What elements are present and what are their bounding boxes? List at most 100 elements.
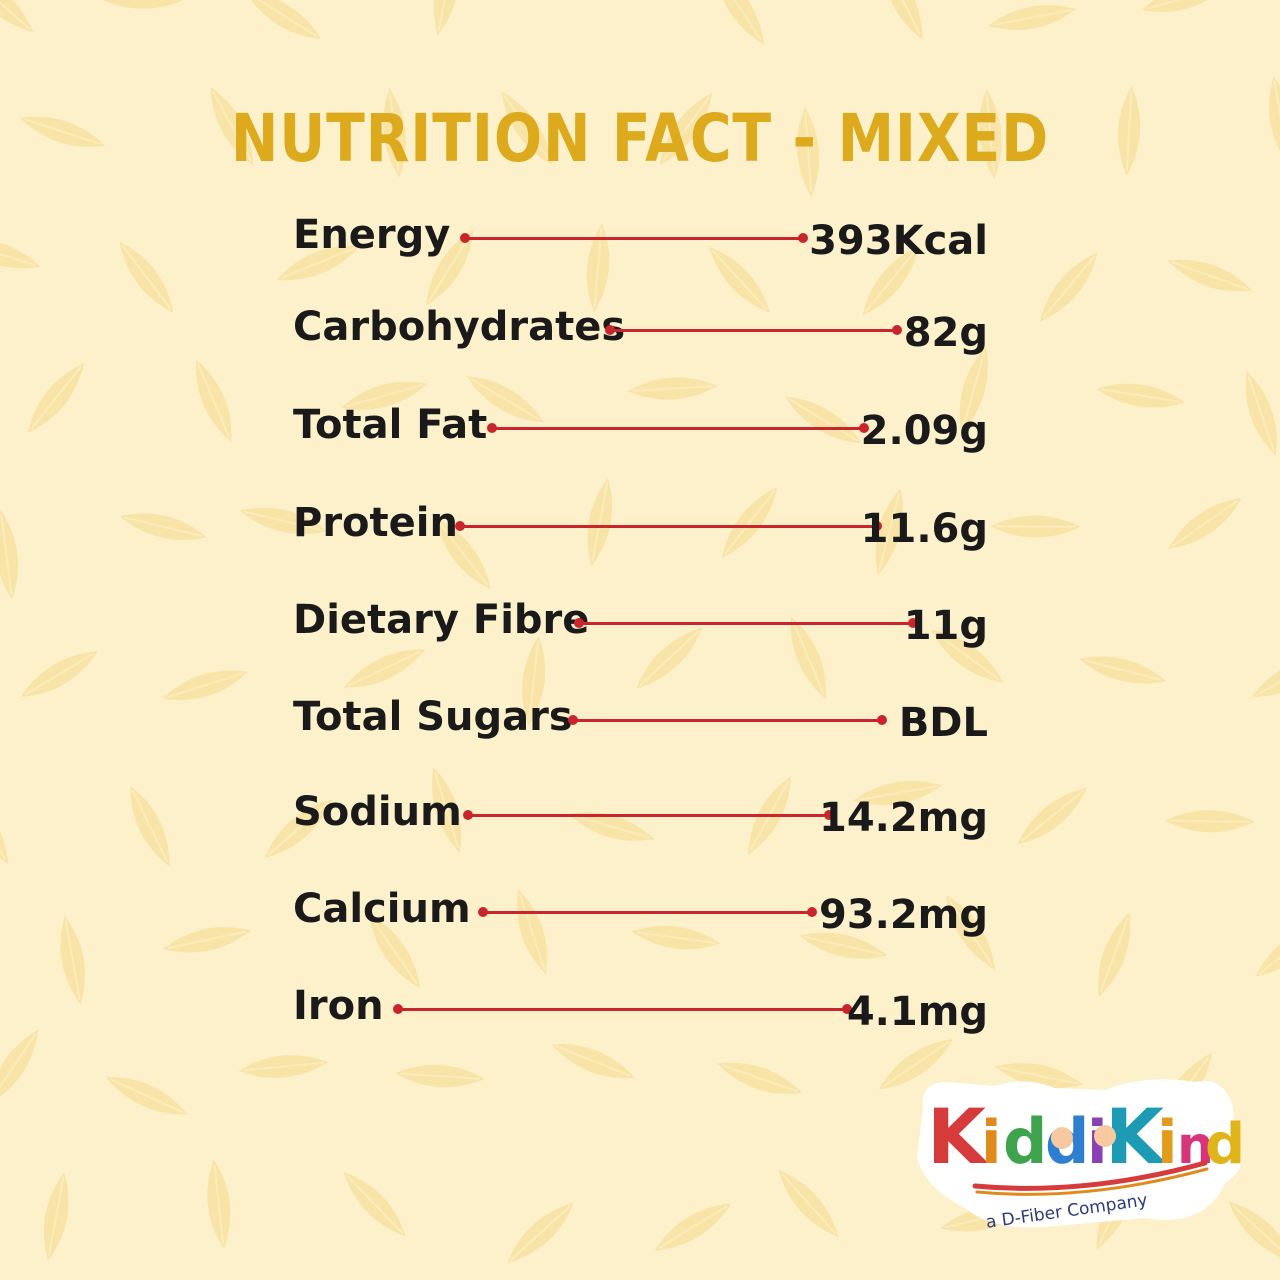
connector-line <box>465 237 801 240</box>
fact-label: Iron <box>293 983 384 1029</box>
fact-value: 82g <box>903 310 988 356</box>
fact-label: Sodium <box>293 789 462 835</box>
leaf-shape <box>627 377 718 400</box>
connector-line <box>573 719 880 722</box>
leaf-shape <box>784 396 862 444</box>
leaf-shape <box>587 477 613 567</box>
leaf-shape <box>119 241 174 314</box>
connector-line <box>460 525 875 528</box>
connector-end-dot <box>908 618 918 628</box>
fact-value: 93.2mg <box>818 892 988 938</box>
leaf-shape <box>119 513 207 540</box>
fact-value: 11.6g <box>860 506 988 552</box>
leaf-shape <box>163 927 252 953</box>
leaf-shape <box>20 651 99 698</box>
connector-line <box>398 1008 845 1011</box>
svg-text:i: i <box>981 1108 1002 1178</box>
leaf-shape <box>0 510 19 600</box>
leaf-shape <box>264 799 333 859</box>
leaf-shape <box>517 888 548 975</box>
leaf-shape <box>882 0 923 40</box>
connector-end-dot <box>824 810 834 820</box>
leaf-shape <box>853 780 942 806</box>
leaf-shape <box>862 245 920 316</box>
connector-end-dot <box>842 1004 852 1014</box>
leaf-shape <box>790 616 826 700</box>
connector-line <box>468 814 827 817</box>
connector-end-dot <box>807 907 817 917</box>
leaf-shape <box>238 1055 329 1078</box>
leaf-shape <box>0 787 9 865</box>
leaf-shape <box>60 915 86 1005</box>
leaf-shape <box>878 1038 954 1090</box>
leaf-shape <box>1096 383 1186 408</box>
leaf-shape <box>1039 252 1098 322</box>
fact-row-iron: Iron 4.1mg <box>293 983 990 1043</box>
leaf-shape <box>207 1159 231 1249</box>
page-title: NUTRITION FACT - MIXED <box>230 100 1050 177</box>
leaf-shape <box>432 766 462 853</box>
leaf-shape <box>501 91 553 166</box>
leaf-shape <box>1098 912 1131 997</box>
leaf-shape <box>659 92 713 166</box>
connector-end-dot <box>877 715 887 725</box>
leaf-shape <box>717 1062 803 1094</box>
connector-line <box>610 329 894 332</box>
fact-value: BDL <box>898 700 988 746</box>
fact-label: Protein <box>293 500 458 546</box>
leaf-shape <box>435 518 491 590</box>
leaf-shape <box>522 635 546 726</box>
leaf-shape <box>1165 810 1256 833</box>
leaf-shape <box>1245 370 1277 456</box>
connector-line <box>483 911 816 914</box>
leaf-shape <box>636 627 703 689</box>
fact-label: Carbohydrates <box>293 304 626 350</box>
leaf-shape <box>343 649 426 688</box>
leaf-shape <box>341 381 428 410</box>
leaf-shape <box>162 670 249 701</box>
leaf-shape <box>1255 921 1280 977</box>
fact-row-total-sugars: Total Sugars BDL <box>293 694 990 754</box>
fact-value: 11g <box>903 603 988 649</box>
fact-row-energy: Energy 393Kcal <box>293 212 990 272</box>
fact-row-calcium: Calcium 93.2mg <box>293 886 990 946</box>
leaf-shape <box>797 107 820 197</box>
leaf-shape <box>959 346 988 434</box>
leaf-shape <box>94 0 185 9</box>
leaf-shape <box>466 376 544 423</box>
leaf-shape <box>930 629 1004 683</box>
fact-row-sodium: Sodium 14.2mg <box>293 789 990 849</box>
kiddikind-logo: K i d d i K i n d a D-Fiber Company <box>917 1079 1245 1233</box>
leaf-shape <box>130 785 170 867</box>
connector-line <box>492 427 861 430</box>
leaf-shape <box>239 507 328 534</box>
leaf-shape <box>507 1202 574 1264</box>
leaf-shape <box>433 0 460 36</box>
leaf-shape <box>105 1077 188 1115</box>
leaf-shape <box>245 0 322 40</box>
fact-row-protein: Protein 11.6g <box>293 500 990 560</box>
leaf-shape <box>721 487 778 559</box>
leaf-shape <box>1078 656 1167 684</box>
leaf-shape <box>778 1169 839 1237</box>
leaf-shape <box>979 89 1002 179</box>
leaf-shape <box>395 1064 485 1088</box>
connector-end-dot <box>798 233 808 243</box>
leaf-shape <box>987 5 1077 31</box>
leaf-shape <box>1269 76 1280 165</box>
leaf-shape <box>994 1062 1084 1089</box>
leaf-shape <box>714 0 764 45</box>
leaf-shape <box>1167 497 1242 550</box>
connector-end-dot <box>872 521 882 531</box>
fact-label: Dietary Fibre <box>293 597 590 643</box>
connector-end-dot <box>892 325 902 335</box>
fact-label: Calcium <box>293 886 471 932</box>
leaf-shape <box>0 238 42 269</box>
leaf-shape <box>27 362 85 434</box>
fact-label: Total Sugars <box>293 694 573 740</box>
fact-row-carbohydrates: Carbohydrates 82g <box>293 304 990 364</box>
leaf-shape <box>568 812 655 841</box>
leaf-shape <box>195 359 232 443</box>
leaf-shape <box>276 245 360 281</box>
leaf-shape <box>382 88 406 178</box>
